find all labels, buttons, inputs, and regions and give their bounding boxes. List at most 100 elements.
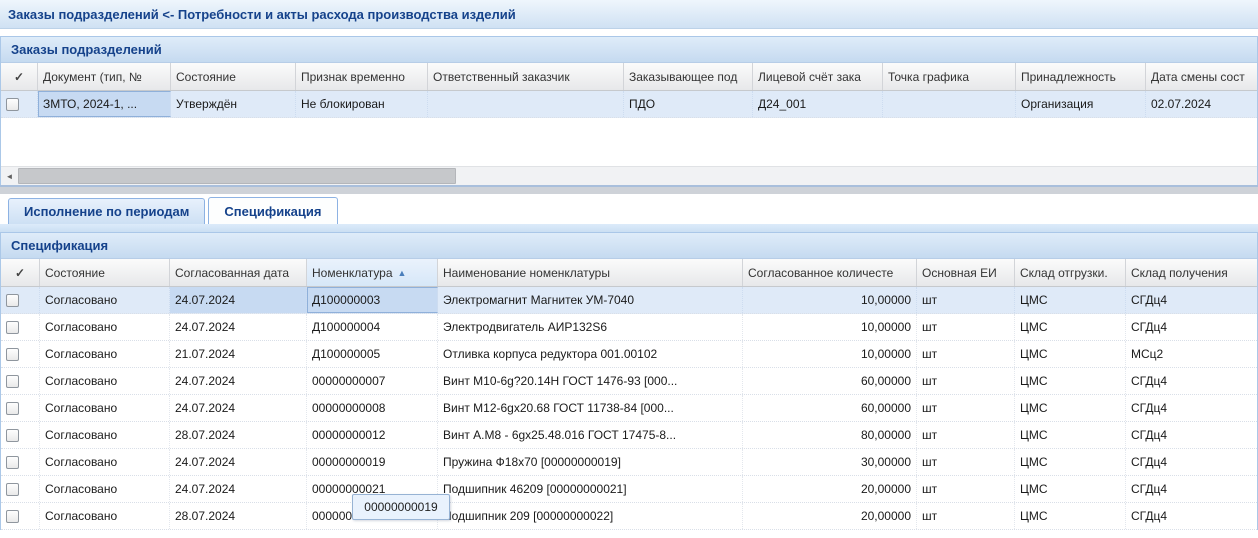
cell[interactable] [883, 91, 1016, 117]
table-row[interactable]: Согласовано 24.07.2024 Д100000004 Электродв… [1, 314, 1257, 341]
cell[interactable]: 10,00000 [743, 341, 917, 367]
cell[interactable]: ЦМС [1015, 395, 1126, 421]
cell[interactable]: ЦМС [1015, 287, 1126, 313]
cell[interactable]: 10,00000 [743, 314, 917, 340]
row-checkbox[interactable] [6, 401, 19, 415]
table-row[interactable]: Согласовано 24.07.2024 00000000008 Винт М12… [1, 395, 1257, 422]
table-row[interactable]: Согласовано 28.07.2024 00000000022 Подшипни… [1, 503, 1257, 530]
cell[interactable]: Согласовано [40, 476, 170, 502]
cell[interactable]: ЦМС [1015, 341, 1126, 367]
cell[interactable]: Пружина Ф18х70 [00000000019] [438, 449, 743, 475]
column-header[interactable]: Документ (тип, № [38, 63, 171, 90]
cell[interactable]: Д100000003 [307, 287, 438, 313]
row-checkbox[interactable] [6, 347, 19, 361]
cell[interactable]: 28.07.2024 [170, 422, 307, 448]
cell[interactable]: МСц2 [1126, 341, 1258, 367]
column-header[interactable]: Состояние [171, 63, 296, 90]
cell[interactable]: шт [917, 395, 1015, 421]
cell[interactable]: 24.07.2024 [170, 287, 307, 313]
column-header[interactable]: Основная ЕИ [917, 259, 1015, 286]
column-header[interactable]: Состояние [40, 259, 170, 286]
cell[interactable]: Согласовано [40, 503, 170, 529]
cell[interactable]: Д100000004 [307, 314, 438, 340]
column-header[interactable]: Согласованное количесте [743, 259, 917, 286]
table-row[interactable]: Согласовано 24.07.2024 00000000019 Пружина … [1, 449, 1257, 476]
cell[interactable]: СГДц4 [1126, 287, 1258, 313]
column-header[interactable]: Склад отгрузки. [1015, 259, 1126, 286]
cell[interactable]: шт [917, 314, 1015, 340]
cell[interactable]: 00000000012 [307, 422, 438, 448]
column-header[interactable]: Признак временно [296, 63, 428, 90]
cell[interactable]: 20,00000 [743, 476, 917, 502]
column-header[interactable]: Номенклатура ▲ [307, 259, 438, 286]
row-checkbox[interactable] [6, 97, 19, 111]
column-header[interactable]: Склад получения [1126, 259, 1258, 286]
cell[interactable]: СГДц4 [1126, 314, 1258, 340]
cell[interactable] [428, 91, 624, 117]
cell[interactable]: шт [917, 503, 1015, 529]
cell[interactable]: СГДц4 [1126, 476, 1258, 502]
cell[interactable]: Д100000005 [307, 341, 438, 367]
column-header[interactable]: Принадлежность [1016, 63, 1146, 90]
cell[interactable]: шт [917, 287, 1015, 313]
column-header[interactable]: Заказывающее под [624, 63, 753, 90]
column-header[interactable]: Лицевой счёт зака [753, 63, 883, 90]
table-row[interactable]: Согласовано 24.07.2024 Д100000003 Электрома… [1, 287, 1257, 314]
cell[interactable]: ЦМС [1015, 314, 1126, 340]
row-checkbox[interactable] [6, 320, 19, 334]
scroll-left-arrow-icon[interactable]: ◄ [5, 171, 14, 181]
cell[interactable]: 20,00000 [743, 503, 917, 529]
cell[interactable]: шт [917, 449, 1015, 475]
cell[interactable]: Электромагнит Магнитек УМ-7040 [438, 287, 743, 313]
cell[interactable]: Согласовано [40, 314, 170, 340]
cell[interactable]: 24.07.2024 [170, 314, 307, 340]
column-header[interactable]: Точка графика [883, 63, 1016, 90]
panel-splitter[interactable] [0, 187, 1258, 194]
cell[interactable]: 21.07.2024 [170, 341, 307, 367]
cell[interactable]: Винт М12-6gx20.68 ГОСТ 11738-84 [000... [438, 395, 743, 421]
cell[interactable]: 24.07.2024 [170, 368, 307, 394]
cell[interactable]: Согласовано [40, 449, 170, 475]
table-row[interactable]: Согласовано 28.07.2024 00000000012 Винт А.М… [1, 422, 1257, 449]
cell[interactable]: 00000000019 [307, 449, 438, 475]
cell[interactable]: 10,00000 [743, 287, 917, 313]
cell[interactable]: 60,00000 [743, 395, 917, 421]
scrollbar-thumb[interactable] [18, 168, 456, 184]
cell[interactable]: 00000000007 [307, 368, 438, 394]
cell[interactable]: Согласовано [40, 395, 170, 421]
select-all-checkmark-icon[interactable]: ✓ [1, 259, 40, 286]
cell[interactable]: шт [917, 368, 1015, 394]
cell[interactable]: 24.07.2024 [170, 476, 307, 502]
row-checkbox[interactable] [6, 428, 19, 442]
cell[interactable]: Винт А.М8 - 6gx25.48.016 ГОСТ 17475-8... [438, 422, 743, 448]
cell[interactable]: ЦМС [1015, 368, 1126, 394]
cell[interactable]: 24.07.2024 [170, 395, 307, 421]
table-row[interactable]: ЗМТО, 2024-1, ... Утверждён Не блокирован П… [1, 91, 1257, 118]
cell[interactable]: Согласовано [40, 422, 170, 448]
cell[interactable]: шт [917, 341, 1015, 367]
cell[interactable]: шт [917, 476, 1015, 502]
cell[interactable]: СГДц4 [1126, 368, 1258, 394]
cell[interactable]: Согласовано [40, 368, 170, 394]
row-checkbox[interactable] [6, 455, 19, 469]
table-row[interactable]: Согласовано 24.07.2024 00000000007 Винт М10… [1, 368, 1257, 395]
cell[interactable]: ЗМТО, 2024-1, ... [38, 91, 171, 117]
table-row[interactable]: Согласовано 21.07.2024 Д100000005 Отливка к… [1, 341, 1257, 368]
tab-execution-by-periods[interactable]: Исполнение по периодам [8, 198, 206, 224]
row-checkbox[interactable] [6, 482, 19, 496]
cell[interactable]: Согласовано [40, 287, 170, 313]
column-header[interactable]: Согласованная дата [170, 259, 307, 286]
cell[interactable]: 00000000021 [307, 476, 438, 502]
tab-specification[interactable]: Спецификация [208, 197, 338, 224]
column-header[interactable]: Дата смены сост [1146, 63, 1258, 90]
row-checkbox[interactable] [6, 293, 19, 307]
cell[interactable]: Подшипник 46209 [00000000021] [438, 476, 743, 502]
cell[interactable]: Винт М10-6g?20.14Н ГОСТ 1476-93 [000... [438, 368, 743, 394]
cell[interactable]: 02.07.2024 [1146, 91, 1258, 117]
cell[interactable]: ЦМС [1015, 422, 1126, 448]
cell[interactable]: 30,00000 [743, 449, 917, 475]
row-checkbox[interactable] [6, 509, 19, 523]
select-all-checkmark-icon[interactable]: ✓ [1, 63, 38, 90]
cell[interactable]: Электродвигатель АИР132S6 [438, 314, 743, 340]
cell[interactable]: Согласовано [40, 341, 170, 367]
